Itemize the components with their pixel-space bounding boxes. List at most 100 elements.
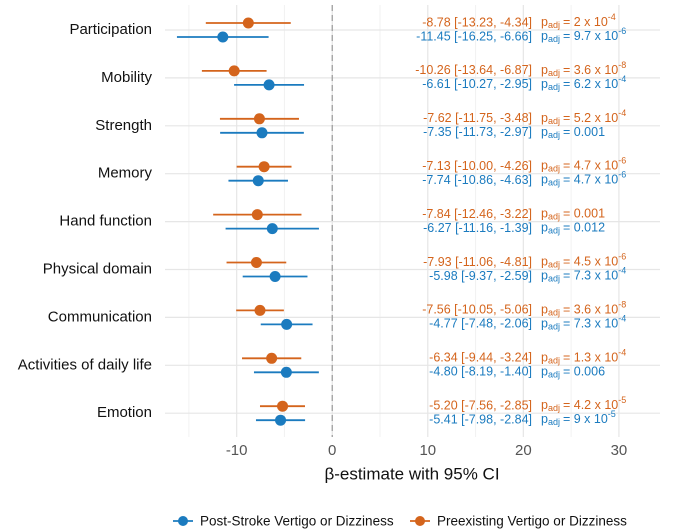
value-label: -4.80 [-8.19, -1.40] <box>429 365 532 379</box>
category-label: Hand function <box>59 213 152 230</box>
p-value: = 4.5 x 10 <box>563 255 618 269</box>
p-subscript: adj <box>548 164 560 174</box>
point <box>263 79 275 91</box>
legend-key <box>178 516 188 526</box>
p-label: padj = 4.5 x 10-6 <box>541 252 626 270</box>
p-symbol: p <box>541 207 548 221</box>
p-value: = 5.2 x 10 <box>563 111 618 125</box>
point <box>251 209 263 221</box>
p-label: padj = 9 x 10-5 <box>541 410 616 428</box>
p-symbol: p <box>541 173 548 187</box>
p-label: padj = 1.3 x 10-4 <box>541 348 626 366</box>
p-symbol: p <box>541 365 548 379</box>
p-subscript: adj <box>548 418 560 428</box>
value-label: -5.41 [-7.98, -2.84] <box>429 412 532 426</box>
category-label: Physical domain <box>43 260 152 277</box>
category-label: Activities of daily life <box>18 356 152 373</box>
point <box>217 31 229 43</box>
point <box>280 366 292 378</box>
point <box>266 352 278 364</box>
p-label: padj = 9.7 x 10-6 <box>541 26 626 44</box>
p-symbol: p <box>541 221 548 235</box>
point <box>228 65 240 77</box>
p-label: padj = 2 x 10-4 <box>541 12 616 30</box>
p-value: = 9 x 10 <box>563 412 608 426</box>
value-label: -6.27 [-11.16, -1.39] <box>423 221 532 235</box>
p-symbol: p <box>541 317 548 331</box>
p-exponent: -4 <box>618 74 626 84</box>
p-value: = 7.3 x 10 <box>563 269 618 283</box>
point <box>258 161 270 173</box>
p-subscript: adj <box>548 178 560 188</box>
point <box>275 414 287 426</box>
p-value: = 1.3 x 10 <box>563 351 618 365</box>
point <box>253 113 265 125</box>
p-value: = 7.3 x 10 <box>563 317 618 331</box>
p-exponent: -4 <box>618 266 626 276</box>
p-value: = 3.6 x 10 <box>563 63 618 77</box>
p-subscript: adj <box>548 370 560 380</box>
p-label: padj = 3.6 x 10-8 <box>541 60 626 78</box>
p-exponent: -5 <box>608 410 616 420</box>
category-label: Participation <box>69 21 152 38</box>
p-label: padj = 7.3 x 10-4 <box>541 266 626 284</box>
p-value: = 4.7 x 10 <box>563 159 618 173</box>
p-label: padj = 0.001 <box>541 125 605 140</box>
p-symbol: p <box>541 255 548 269</box>
p-label: padj = 4.7 x 10-6 <box>541 170 626 188</box>
p-symbol: p <box>541 303 548 317</box>
p-value: = 4.7 x 10 <box>563 173 618 187</box>
point <box>252 175 264 187</box>
value-label: -7.93 [-11.06, -4.81] <box>423 255 532 269</box>
p-exponent: -6 <box>618 170 626 180</box>
p-value: = 0.006 <box>563 365 605 379</box>
point <box>256 127 268 139</box>
p-label: padj = 4.2 x 10-5 <box>541 396 626 414</box>
p-exponent: -6 <box>618 26 626 36</box>
p-exponent: -4 <box>618 314 626 324</box>
p-label: padj = 7.3 x 10-4 <box>541 314 626 332</box>
p-subscript: adj <box>548 116 560 126</box>
p-symbol: p <box>541 412 548 426</box>
point <box>242 17 254 29</box>
p-subscript: adj <box>548 20 560 30</box>
value-label: -6.34 [-9.44, -3.24] <box>429 351 532 365</box>
value-label: -7.35 [-11.73, -2.97] <box>423 125 532 139</box>
p-value: = 3.6 x 10 <box>563 303 618 317</box>
value-label: -4.77 [-7.48, -2.06] <box>429 317 532 331</box>
p-exponent: -8 <box>618 300 626 310</box>
p-label: padj = 0.001 <box>541 207 605 222</box>
category-label: Communication <box>48 308 152 325</box>
value-label: -10.26 [-13.64, -6.87] <box>415 63 532 77</box>
p-exponent: -4 <box>618 348 626 358</box>
legend-key <box>415 516 425 526</box>
value-label: -8.78 [-13.23, -4.34] <box>422 15 532 29</box>
p-label: padj = 5.2 x 10-4 <box>541 108 626 126</box>
value-label: -7.62 [-11.75, -3.48] <box>423 111 532 125</box>
point <box>250 257 262 268</box>
p-subscript: adj <box>548 308 560 318</box>
legend-label: Preexisting Vertigo or Dizziness <box>437 514 627 529</box>
value-label: -7.13 [-10.00, -4.26] <box>422 159 532 173</box>
p-symbol: p <box>541 269 548 283</box>
x-tick-label: 10 <box>419 442 436 459</box>
value-label: -5.20 [-7.56, -2.85] <box>429 398 532 412</box>
p-subscript: adj <box>548 356 560 366</box>
x-tick-label: 0 <box>328 442 336 459</box>
point <box>266 223 278 235</box>
p-subscript: adj <box>548 130 560 140</box>
value-label: -11.45 [-16.25, -6.66] <box>416 29 532 43</box>
point <box>254 304 266 316</box>
category-label: Memory <box>98 165 153 182</box>
p-value: = 0.001 <box>563 125 605 139</box>
x-tick-label: 20 <box>515 442 532 459</box>
point <box>269 271 281 282</box>
p-value: = 2 x 10 <box>563 15 608 29</box>
category-label: Mobility <box>101 69 152 86</box>
p-subscript: adj <box>548 82 560 92</box>
p-value: = 0.012 <box>563 221 605 235</box>
p-exponent: -6 <box>618 252 626 262</box>
p-value: = 9.7 x 10 <box>563 29 618 43</box>
p-exponent: -8 <box>618 60 626 70</box>
